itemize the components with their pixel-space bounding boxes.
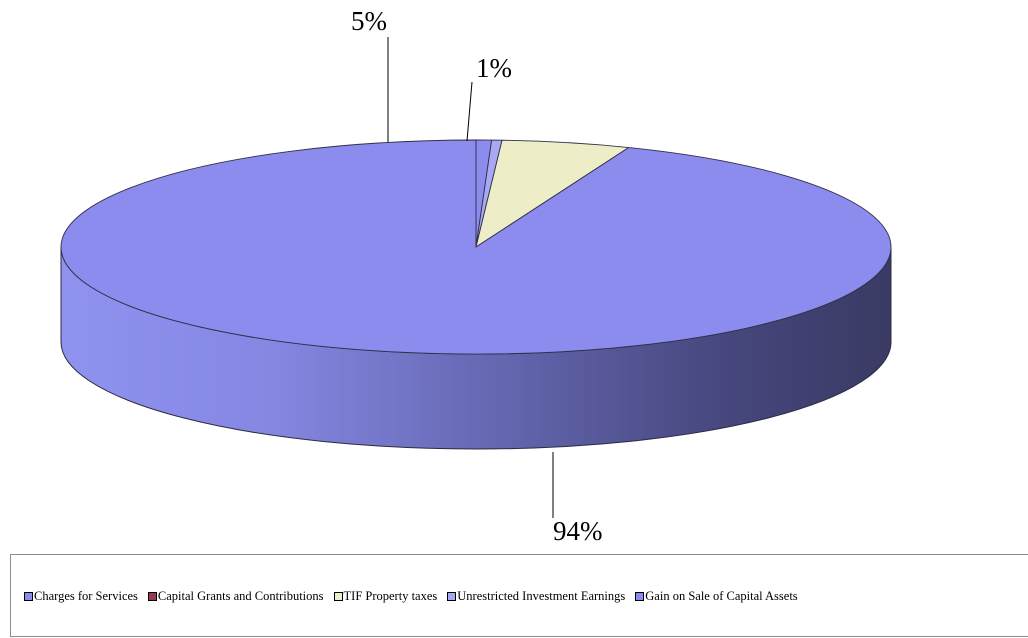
- data-label-gain-on-sale-of-capital-assets: 1%: [476, 53, 512, 83]
- data-label-tif-property-taxes: 5%: [351, 6, 387, 36]
- legend-label: Capital Grants and Contributions: [157, 589, 324, 603]
- legend-items: Charges for Services Capital Grants and C…: [24, 589, 808, 604]
- legend-label: Gain on Sale of Capital Assets: [645, 589, 798, 603]
- legend-item-tif-property-taxes: TIF Property taxes: [333, 589, 438, 604]
- pie-slice-charges-for-services: [60, 139, 892, 355]
- legend: [10, 554, 1028, 637]
- legend-swatch: [447, 592, 457, 601]
- data-label-charges-for-services: 94%: [553, 516, 603, 545]
- pie-chart: 94% 5% 1%: [60, 6, 892, 545]
- legend-item-unrestricted-investment-earnings: Unrestricted Investment Earnings: [447, 589, 625, 604]
- legend-item-charges-for-services: Charges for Services: [24, 589, 138, 604]
- legend-swatch: [635, 592, 645, 601]
- legend-label: TIF Property taxes: [343, 589, 438, 603]
- legend-swatch: [333, 592, 343, 601]
- pie-top-layer: [60, 139, 892, 355]
- legend-item-capital-grants-and-contributions: Capital Grants and Contributions: [147, 589, 324, 604]
- legend-label: Charges for Services: [34, 589, 138, 603]
- legend-item-gain-on-sale-of-capital-assets: Gain on Sale of Capital Assets: [635, 589, 798, 604]
- data-labels: 94% 5% 1%: [351, 6, 603, 545]
- leader-lines: [387, 37, 554, 518]
- legend-swatch: [147, 592, 157, 601]
- leader-line-gain-on-sale-of-capital-assets: [466, 81, 473, 142]
- legend-label: Unrestricted Investment Earnings: [457, 589, 626, 603]
- legend-swatch: [24, 592, 33, 601]
